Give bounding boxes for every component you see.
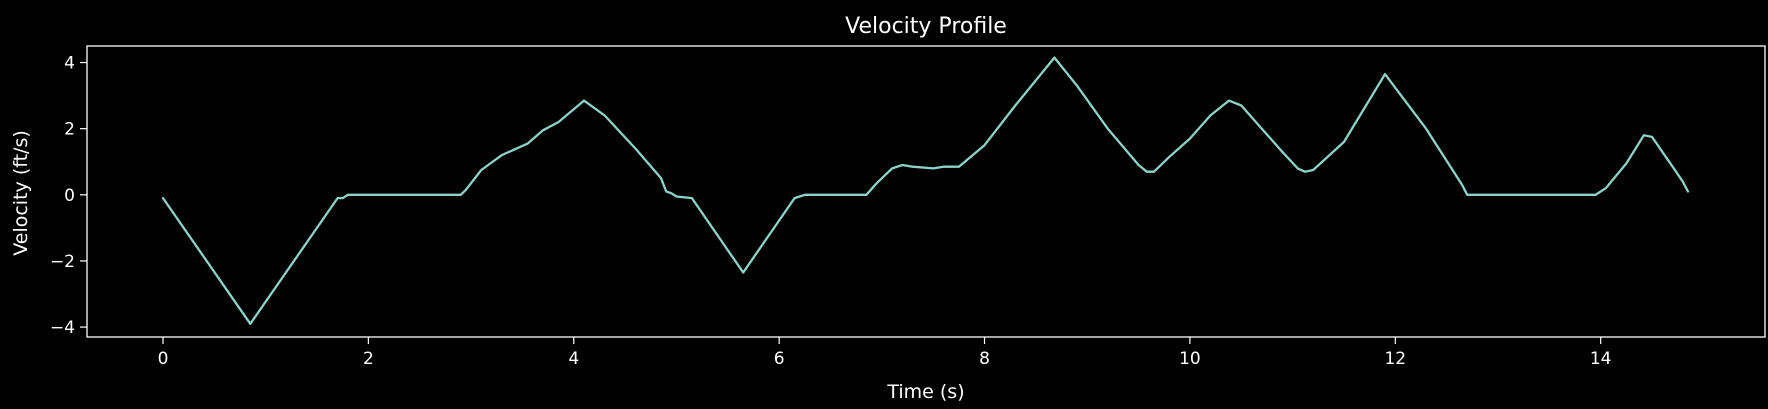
x-tick-label: 14	[1590, 349, 1612, 369]
x-tick-label: 12	[1384, 349, 1406, 369]
y-tick-label: −2	[50, 252, 75, 272]
x-axis-label: Time (s)	[886, 381, 964, 403]
y-tick-label: 0	[64, 186, 75, 206]
y-axis-label: Velocity (ft/s)	[10, 130, 32, 256]
x-tick-label: 0	[158, 349, 169, 369]
y-tick-label: −4	[50, 318, 75, 338]
chart-title: Velocity Profile	[845, 14, 1007, 39]
y-tick-label: 2	[64, 120, 75, 140]
x-axis: 0 2 4 6 8 10 12 14	[158, 337, 1612, 369]
x-tick-label: 4	[568, 349, 579, 369]
velocity-series-line	[161, 56, 1690, 325]
x-tick-label: 2	[363, 349, 374, 369]
x-tick-label: 10	[1179, 349, 1201, 369]
y-tick-label: 4	[64, 54, 75, 74]
x-tick-label: 6	[774, 349, 785, 369]
x-tick-label: 8	[979, 349, 990, 369]
plot-frame	[86, 45, 1766, 338]
y-axis: −4 −2 0 2 4	[50, 54, 87, 338]
